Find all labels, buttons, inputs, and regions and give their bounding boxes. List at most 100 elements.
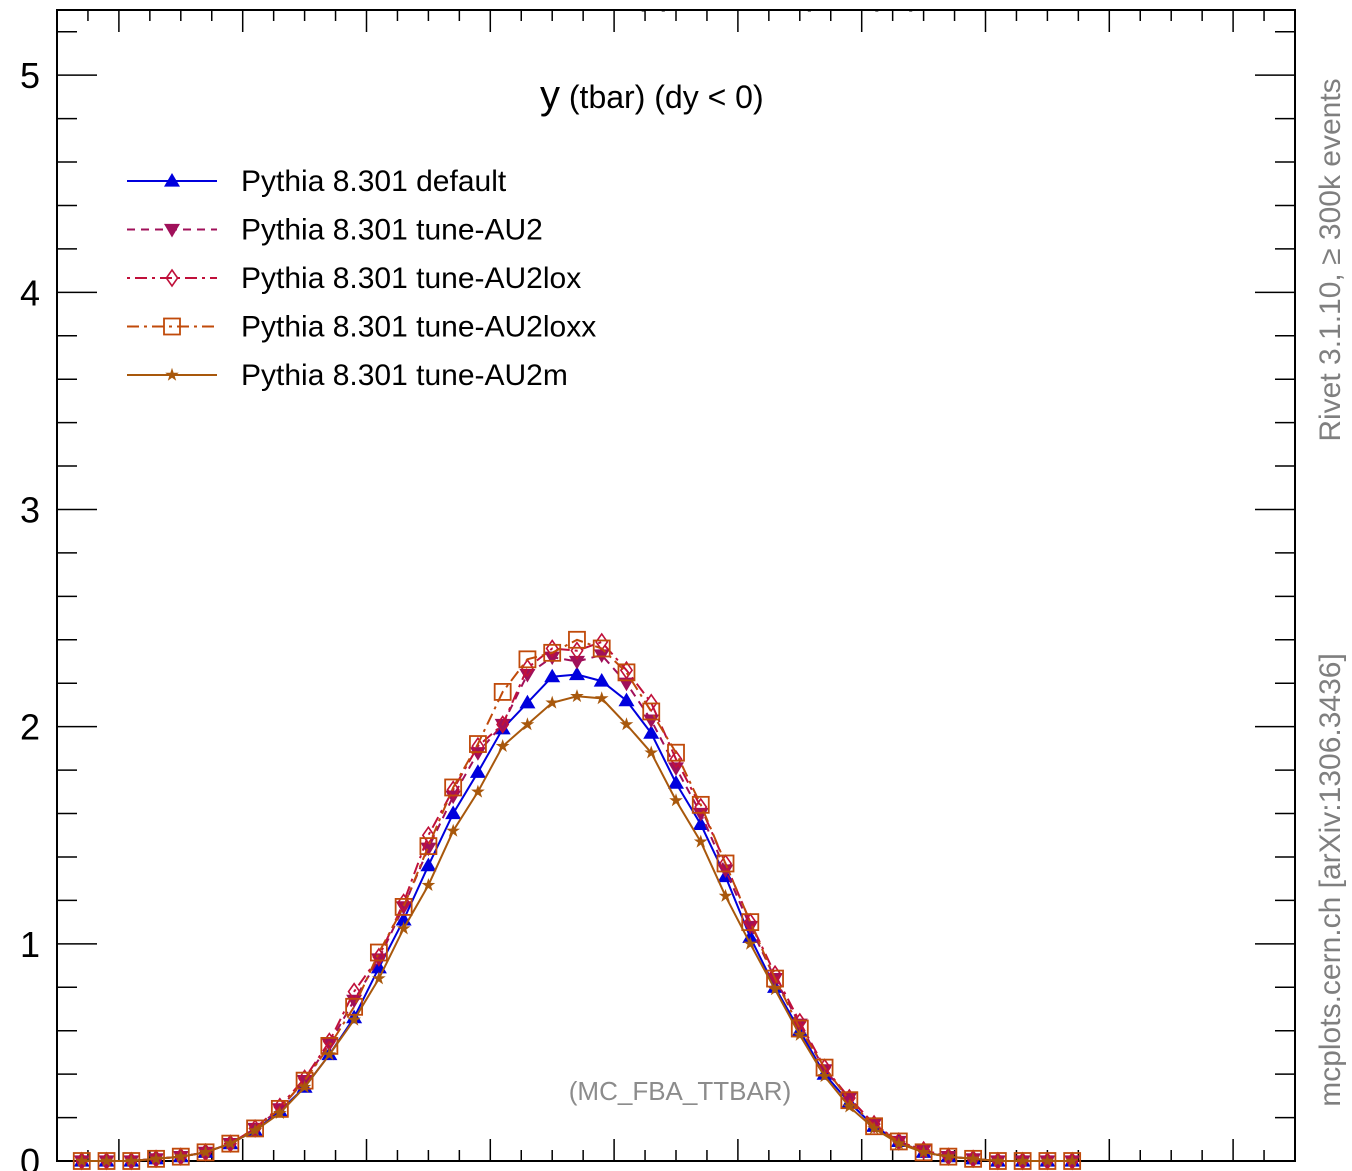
y-tick-label: 3 <box>20 489 40 530</box>
data-point <box>543 643 562 662</box>
analysis-watermark: (MC_FBA_TTBAR) <box>569 1076 791 1106</box>
top-title-mask <box>0 0 1352 10</box>
data-point <box>743 936 758 950</box>
legend-item: Pythia 8.301 tune-AU2lox <box>127 262 581 295</box>
data-point <box>545 639 559 658</box>
data-point <box>643 714 660 729</box>
data-point <box>592 639 611 658</box>
data-point <box>196 1143 215 1162</box>
legend-item: Pythia 8.301 tune-AU2 <box>127 214 543 247</box>
data-point <box>594 691 609 705</box>
data-point <box>164 223 180 238</box>
data-point <box>99 1153 114 1167</box>
data-point <box>643 725 660 739</box>
data-point <box>493 683 512 701</box>
data-point <box>421 825 435 845</box>
data-point <box>149 1151 163 1165</box>
data-point <box>941 1149 956 1163</box>
data-point <box>369 943 388 962</box>
data-point <box>917 1140 931 1160</box>
data-point <box>916 1145 931 1159</box>
data-point <box>669 749 683 769</box>
data-point <box>165 268 179 288</box>
data-point <box>991 1153 1005 1167</box>
data-point <box>544 668 561 683</box>
data-point <box>867 1121 881 1135</box>
legend-label: Pythia 8.301 tune-AU2lox <box>241 262 581 295</box>
data-point <box>520 658 535 678</box>
data-point <box>691 795 710 814</box>
data-point <box>396 921 411 935</box>
data-point <box>694 797 708 817</box>
data-point <box>1065 1153 1079 1167</box>
legend-label: Pythia 8.301 default <box>241 165 507 198</box>
legend-item: Pythia 8.301 default <box>127 165 507 198</box>
data-point <box>124 1153 139 1167</box>
data-point <box>322 1047 337 1061</box>
data-point <box>419 837 438 856</box>
data-point <box>742 929 759 943</box>
data-point <box>372 971 386 985</box>
data-point <box>668 775 684 789</box>
legend: Pythia 8.301 default Pythia 8.301 tune-AU… <box>127 165 596 392</box>
data-point <box>165 367 179 381</box>
data-point <box>471 784 485 798</box>
data-point <box>768 964 782 984</box>
data-point <box>446 780 460 800</box>
data-point <box>164 173 180 187</box>
data-point <box>221 1134 240 1153</box>
data-point <box>471 736 485 756</box>
data-point <box>914 1143 933 1162</box>
data-point <box>669 793 683 807</box>
data-point <box>692 816 709 830</box>
plot-title-rest: (tbar) (dy < 0) <box>560 79 764 115</box>
legend-item: Pythia 8.301 tune-AU2loxx <box>127 311 596 344</box>
data-point <box>372 947 386 967</box>
data-point <box>593 673 610 687</box>
legend-label: Pythia 8.301 tune-AU2 <box>241 214 543 247</box>
data-point <box>1040 1153 1055 1167</box>
data-point <box>544 651 561 666</box>
data-point <box>768 982 782 996</box>
data-point <box>817 1069 832 1083</box>
data-point <box>347 1012 361 1026</box>
axis-ticks <box>56 10 1296 1162</box>
legend-label: Pythia 8.301 tune-AU2m <box>241 359 568 392</box>
data-point <box>174 1149 188 1163</box>
y-tick-label: 1 <box>20 924 40 965</box>
side-label-rivet: Rivet 3.1.10, ≥ 300k events <box>1314 78 1347 441</box>
data-point <box>718 888 733 902</box>
y-tick-label: 4 <box>20 272 40 313</box>
data-point <box>568 666 585 681</box>
plot-title: y (tbar) (dy < 0) <box>540 73 764 117</box>
data-point <box>545 695 559 709</box>
data-point <box>223 1136 238 1150</box>
series-pythia-8-301-tune-au2m <box>74 689 1079 1167</box>
y-tick-labels: 0 1 2 3 4 5 <box>20 55 40 1171</box>
data-point <box>1015 1153 1030 1167</box>
data-point <box>693 834 708 848</box>
data-point <box>966 1151 980 1165</box>
data-point <box>618 692 635 707</box>
legend-item: Pythia 8.301 tune-AU2m <box>127 359 568 392</box>
data-point <box>568 630 586 649</box>
data-point <box>270 1099 289 1118</box>
data-point <box>741 913 760 932</box>
data-point <box>496 715 510 734</box>
data-point <box>570 689 584 703</box>
data-point <box>297 1080 312 1093</box>
data-point <box>469 764 486 778</box>
data-point <box>595 632 609 652</box>
data-point <box>716 854 735 873</box>
data-point <box>617 663 636 682</box>
data-point <box>619 717 634 731</box>
data-point <box>198 1145 213 1159</box>
y-tick-label: 2 <box>20 707 40 748</box>
data-point <box>518 650 537 669</box>
data-point <box>495 739 510 752</box>
data-point <box>469 735 487 753</box>
data-point <box>519 694 536 709</box>
data-point <box>793 1027 807 1041</box>
plot-title-main: y <box>540 73 560 117</box>
data-point <box>163 317 181 336</box>
